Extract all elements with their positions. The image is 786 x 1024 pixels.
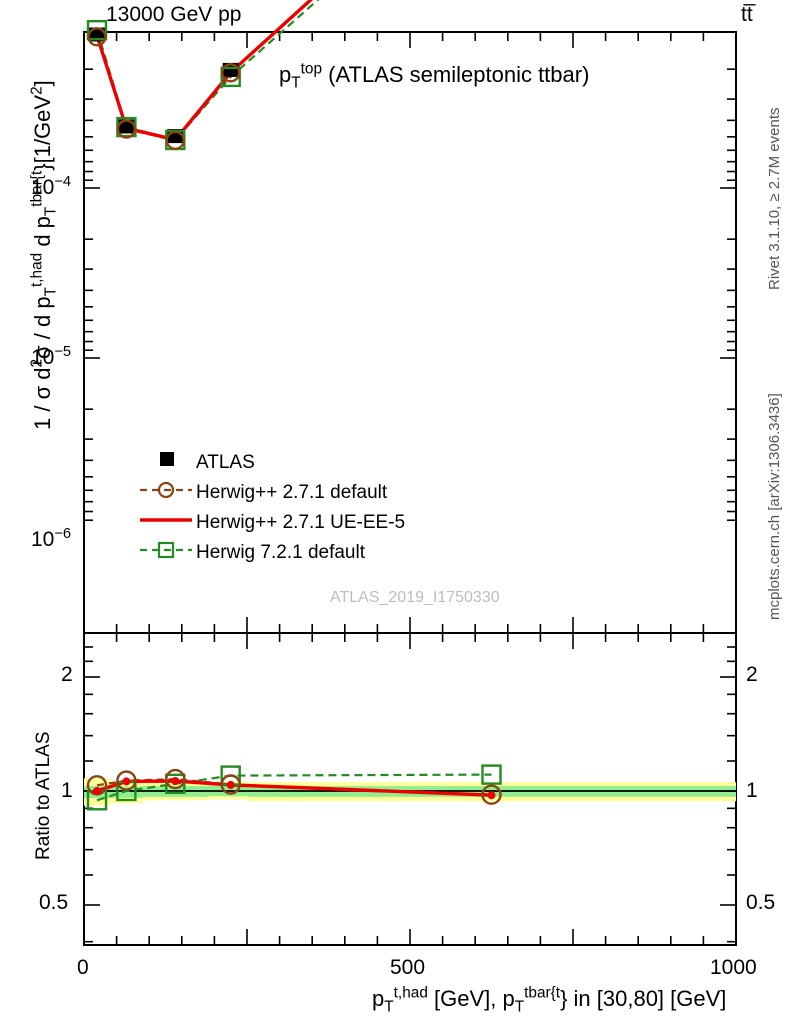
data-point-herwig721 [86, 20, 108, 41]
ratio-ytick-1-right: 1 [746, 779, 758, 802]
ratio-ytick-1-left: 1 [61, 779, 73, 802]
ratio-panel-ticks [83, 633, 737, 945]
main-ytick-1e-6: 10−6 [31, 526, 72, 551]
ratio-point-herwigpp-default [116, 770, 137, 791]
ratio-point-herwigpp-ueee5 [487, 791, 496, 800]
xtick-1000: 1000 [710, 956, 757, 979]
legend-label-herwig721: Herwig 7.2.1 default [196, 542, 365, 563]
data-point-herwigpp-default [165, 130, 186, 151]
series-herwig721-main [95, 0, 320, 142]
legend-key-atlas [160, 452, 174, 466]
main-ytick-1e-5: 10−5 [31, 344, 72, 369]
ratio-point-herwigpp-default [481, 784, 502, 805]
markers-herwigpp-default-main [87, 27, 241, 151]
ratio-point-herwigpp-ueee5 [122, 777, 131, 786]
main-ytick-1e-4: 10−4 [31, 174, 72, 199]
header-process-label: tt̅ [741, 3, 753, 26]
legend-key-herwig721 [140, 541, 192, 559]
markers-herwigpp-ueee5-ratio [93, 777, 496, 800]
ratio-point-herwigpp-default [165, 768, 186, 790]
ratio-ytick-2-left: 2 [61, 663, 73, 686]
data-point-herwig721 [220, 66, 241, 88]
data-point-herwigpp-default [220, 63, 241, 83]
data-point-atlas [89, 27, 105, 42]
legend-label-herwigpp-default: Herwig++ 2.7.1 default [196, 482, 388, 503]
data-point-herwigpp-default [87, 27, 107, 47]
ratio-ytick-2-right: 2 [746, 663, 758, 686]
xtick-500: 500 [390, 956, 426, 979]
ratio-ytick-05-right: 0.5 [746, 891, 776, 914]
x-axis-label: pTt,had [GeV], pTtbar{t} in [30,80] [GeV… [372, 984, 727, 1016]
legend-label-herwigpp-ueee5: Herwig++ 2.7.1 UE-EE-5 [196, 512, 406, 533]
plot-title: pTtop (ATLAS semileptonic ttbar) [279, 60, 590, 92]
markers-atlas-main [89, 27, 239, 144]
markers-herwig721-main [86, 20, 241, 151]
ratio-point-herwigpp-ueee5 [171, 777, 180, 785]
data-point-herwigpp-default [116, 119, 137, 139]
main-panel-frame [83, 31, 737, 634]
xtick-0: 0 [77, 956, 89, 979]
ratio-point-herwigpp-default [220, 774, 241, 795]
ratio-ytick-05-left: 0.5 [39, 891, 69, 914]
legend-key-herwigpp-default [140, 481, 192, 499]
analysis-watermark: ATLAS_2019_I1750330 [330, 589, 500, 606]
header-beam-label: 13000 GeV pp [106, 3, 242, 26]
series-herwigpp-default-main [95, 0, 313, 142]
series-herwigpp-ueee5-main [95, 0, 314, 142]
main-panel-ticks [83, 32, 737, 633]
ratio-point-herwig721 [481, 764, 502, 785]
legend-label-atlas: ATLAS [196, 452, 255, 473]
ratio-point-herwigpp-ueee5 [226, 780, 235, 789]
data-point-atlas [118, 119, 135, 134]
ratio-point-herwigpp-ueee5 [93, 787, 101, 795]
